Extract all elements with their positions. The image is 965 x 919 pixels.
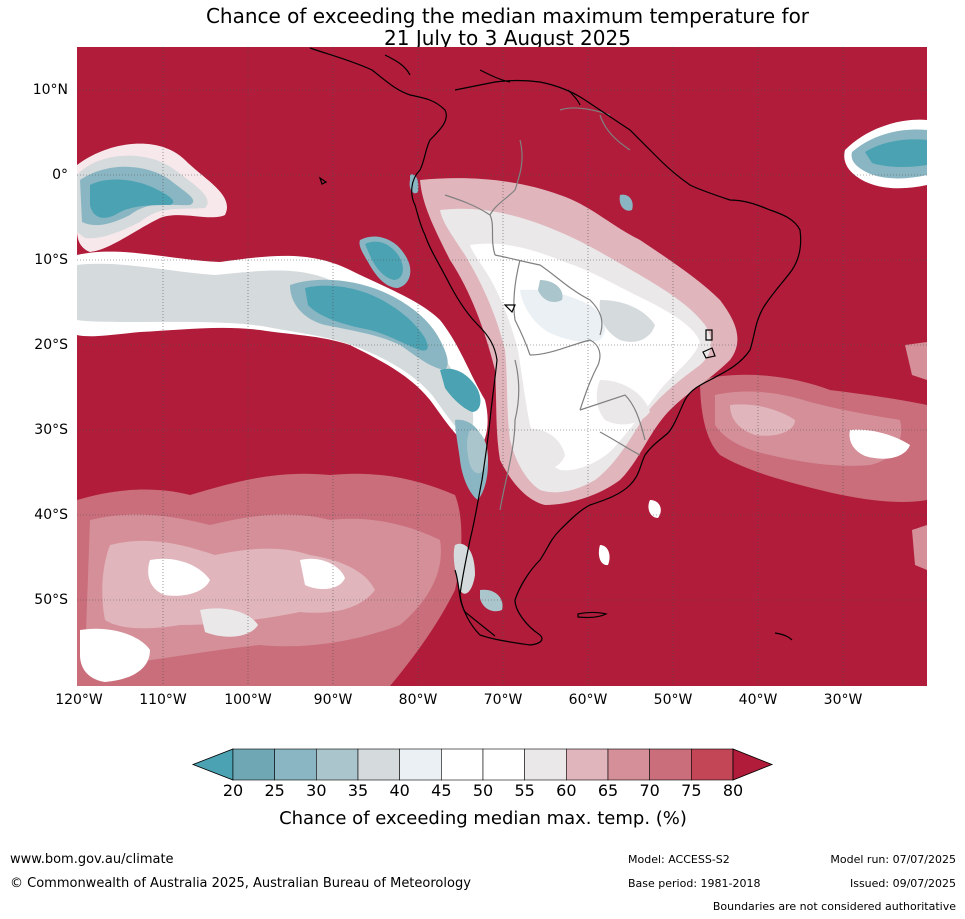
colorbar-tick-label: 65 bbox=[597, 781, 619, 800]
model-name: Model: ACCESS-S2 bbox=[628, 853, 730, 866]
lat-label-40s: 40°S bbox=[34, 507, 68, 523]
colorbar-swatch bbox=[482, 748, 525, 781]
colorbar-title: Chance of exceeding median max. temp. (%… bbox=[279, 808, 687, 829]
lon-label-80w: 80°W bbox=[398, 692, 438, 708]
atlantic-north-anomaly bbox=[844, 119, 927, 189]
map-title-line-2: 21 July to 3 August 2025 bbox=[384, 26, 631, 50]
colorbar-tick-label: 40 bbox=[389, 781, 410, 800]
colorbar-swatch bbox=[649, 748, 692, 781]
lon-label-40w: 40°W bbox=[738, 692, 778, 708]
pacific-band-anomaly bbox=[77, 236, 488, 500]
south-america-anomaly bbox=[409, 174, 738, 612]
lon-label-30w: 30°W bbox=[823, 692, 863, 708]
colorbar-swatches bbox=[191, 748, 774, 781]
colorbar-swatch bbox=[232, 748, 275, 781]
colorbar-tick-label: 60 bbox=[556, 781, 577, 800]
colorbar-tick-label: 45 bbox=[431, 781, 452, 800]
model-run-date: Model run: 07/07/2025 bbox=[830, 853, 956, 866]
colorbar-swatch bbox=[691, 748, 734, 781]
coastlines bbox=[309, 47, 802, 646]
atlantic-anomaly bbox=[700, 342, 927, 570]
map-title-line-1: Chance of exceeding the median maximum t… bbox=[205, 4, 810, 28]
colorbar-swatch bbox=[274, 748, 317, 781]
lat-label-20s: 20°S bbox=[34, 337, 68, 353]
colorbar-tick-label: 80 bbox=[722, 781, 744, 800]
lon-label-110w: 110°W bbox=[139, 692, 187, 708]
lat-label-0: 0° bbox=[52, 167, 68, 183]
boundaries-note: Boundaries are not considered authoritat… bbox=[712, 900, 956, 913]
lat-label-50s: 50°S bbox=[34, 592, 68, 608]
lon-label-60w: 60°W bbox=[568, 692, 608, 708]
bom-url[interactable]: www.bom.gov.au/climate bbox=[10, 852, 174, 867]
lon-label-90w: 90°W bbox=[313, 692, 353, 708]
lon-label-70w: 70°W bbox=[483, 692, 523, 708]
colorbar-swatch bbox=[566, 748, 609, 781]
colorbar-tick-label: 25 bbox=[264, 781, 285, 800]
lon-label-50w: 50°W bbox=[653, 692, 693, 708]
lat-label-10s: 10°S bbox=[34, 252, 68, 268]
southern-pacific-anomaly bbox=[77, 473, 462, 686]
graticule bbox=[77, 47, 927, 686]
base-period: Base period: 1981-2018 bbox=[628, 877, 761, 890]
colorbar-low-extension bbox=[191, 748, 234, 781]
pacific-north-anomaly bbox=[77, 143, 227, 252]
lon-label-120w: 120°W bbox=[55, 692, 103, 708]
lat-label-30s: 30°S bbox=[34, 422, 68, 438]
issued-date: Issued: 09/07/2025 bbox=[849, 877, 956, 890]
colorbar-tick-label: 35 bbox=[347, 781, 369, 800]
colorbar-tick-label: 20 bbox=[222, 781, 244, 800]
colorbar-swatch bbox=[316, 748, 359, 781]
colorbar-swatch bbox=[357, 748, 400, 781]
colorbar-tick-label: 75 bbox=[681, 781, 702, 800]
colorbar-tick-label: 30 bbox=[306, 781, 327, 800]
country-borders bbox=[444, 107, 646, 511]
colorbar-swatch bbox=[441, 748, 484, 781]
colorbar-tick-label: 50 bbox=[472, 781, 494, 800]
colorbar-swatch bbox=[399, 748, 442, 781]
colorbar-tick-label: 70 bbox=[639, 781, 660, 800]
lat-label-10n: 10°N bbox=[32, 82, 68, 98]
map-field bbox=[77, 47, 927, 686]
colorbar-swatch bbox=[607, 748, 650, 781]
copyright-text: © Commonwealth of Australia 2025, Austra… bbox=[10, 876, 471, 891]
colorbar-high-extension bbox=[732, 748, 774, 781]
lon-label-100w: 100°W bbox=[224, 692, 272, 708]
colorbar-swatch bbox=[524, 748, 567, 781]
colorbar-tick-label: 55 bbox=[514, 781, 535, 800]
